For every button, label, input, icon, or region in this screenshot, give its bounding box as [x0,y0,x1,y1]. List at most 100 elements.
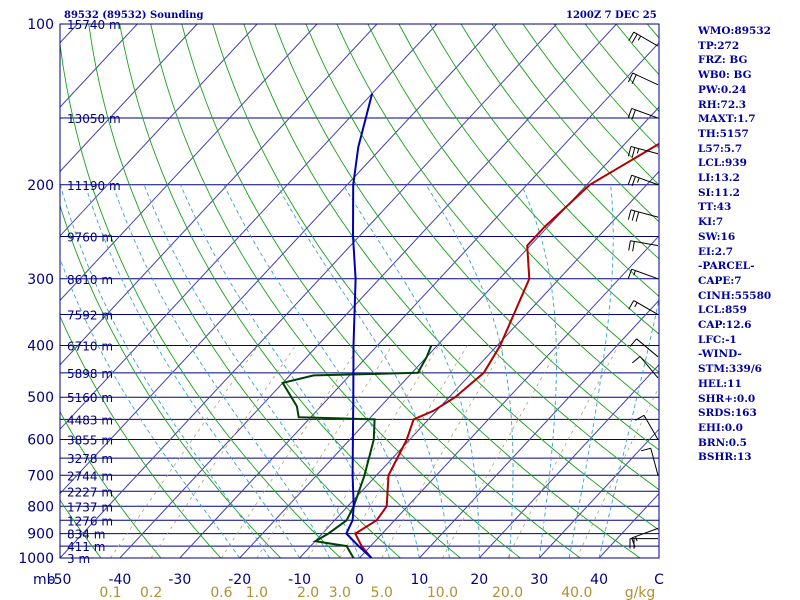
height-label: 5898 m [67,367,113,381]
isotherm-line [60,24,198,173]
index-line: WMO:89532 [698,25,771,37]
wind-barb-flag [631,74,637,84]
wind-barb-flag [631,109,636,120]
sounding-title: 89532 (89532) Sounding [64,10,204,21]
mixing-ratio-label: 5.0 [371,585,393,600]
index-line: L57:5.7 [698,142,743,155]
mixing-ratio-label: 10.0 [427,585,458,600]
wind-barb-flag [627,269,633,279]
mixing-ratio-line [221,345,361,558]
pressure-unit-label: mb [33,572,56,588]
isotherm-line [419,299,659,558]
wind-barb [627,107,659,120]
wind-barb-shaft [630,209,659,218]
isotherm-line [60,24,258,237]
wind-barb [628,300,659,315]
wind-barb-flag [629,338,637,347]
height-label: 3855 m [67,434,113,448]
wind-barb-flag [627,146,632,157]
wind-barb-shaft [632,72,659,86]
wind-barb-half-flag [637,35,642,41]
index-line: EI:2.7 [698,245,734,258]
wind-barb-shaft [631,107,659,119]
dry-adiabat-line [88,24,401,558]
wind-barb-flag [628,240,631,251]
mixing-ratio-line [256,345,393,558]
isotherm-line [60,24,438,430]
wind-barbs [627,31,659,549]
index-line: LI:13.2 [698,172,740,185]
wind-barb-flag [631,210,636,221]
height-label: 3 m [67,552,90,566]
dry-adiabat-line [336,24,659,412]
temperature-tick-label: 40 [590,572,608,588]
dry-adiabat-line [460,24,659,260]
sounding-series [281,93,659,558]
mixing-ratio-line [307,345,440,558]
height-label: 3278 m [67,452,113,466]
index-line: FRZ: BG [698,54,748,67]
wind-barb-flag [635,211,640,222]
wind-barb-shaft [643,415,659,440]
pressure-tick-label: 600 [27,433,54,449]
height-label: 411 m [67,540,105,554]
index-line: RH:72.3 [698,98,747,111]
temperature-tick-label: 0 [355,572,364,588]
wind-barb-flag [631,537,636,548]
height-label: 15740 m [67,18,121,32]
wind-barb [629,538,658,549]
dry-adiabat-line [367,24,659,373]
dry-adiabat-line [60,499,102,558]
indices-panel: WMO:89532 TP:272 FRZ: BG WB0: BG PW:0.24 RH:7… [698,24,798,465]
moist-adiabat-line [180,184,390,558]
index-line: SI:11.2 [698,186,740,199]
height-label: 1276 m [67,514,113,528]
wind-barb [628,240,659,252]
isotherm-line [299,170,659,558]
mixing-ratio-label: 20.0 [492,585,523,600]
height-label: 8610 m [67,273,113,287]
mixing-ratio-line [150,345,296,558]
mixing-ratio-label: 0.2 [140,585,162,600]
wind-barb-shaft [631,174,659,186]
pressure-tick-label: 300 [27,272,54,288]
wind-barb [627,174,659,187]
pressure-tick-label: 400 [27,339,54,355]
moist-adiabat-line [143,184,360,558]
isotherm-line [60,24,378,366]
height-label: 9760 m [67,230,113,244]
moist-adiabat-line [598,297,659,558]
wind-barb-half-flag [636,148,640,154]
index-line: STM:339/6 [698,363,762,376]
moist-adiabat-line [60,257,241,558]
moist-adiabat-line [568,184,614,558]
pressure-tick-label: 900 [27,527,54,543]
wind-barb-shaft [631,527,659,539]
wind-barb-flag [627,108,633,119]
dry-adiabat-line [181,24,581,558]
isotherm-line [60,24,318,302]
index-line: LCL:939 [698,157,747,170]
index-line: SW:16 [698,230,736,243]
wind-barb-flag [628,300,635,310]
dry-adiabat-line [305,24,659,451]
temperature-tick-label: -40 [108,572,131,588]
index-line: -WIND- [698,348,742,361]
isotherm-line [179,41,659,558]
index-line: TP:272 [698,39,740,52]
mixing-ratio-label: 2.0 [297,585,319,600]
moist-adiabat-line [223,184,420,558]
mixing-ratio-line [576,386,659,558]
index-line: MAXT:1.7 [698,113,756,126]
wind-barb-half-flag [637,177,640,183]
mixing-ratio-label: 3.0 [329,585,351,600]
wind-barb [629,338,659,358]
wind-barb-flag [627,209,632,220]
wind-barb-flag [640,447,651,452]
background-grid [60,24,659,558]
wind-barb-flag [632,356,641,364]
mixing-ratio-unit-label: g/kg [625,585,656,600]
moist-adiabat-line [521,184,557,558]
index-line: TT:43 [698,201,732,214]
